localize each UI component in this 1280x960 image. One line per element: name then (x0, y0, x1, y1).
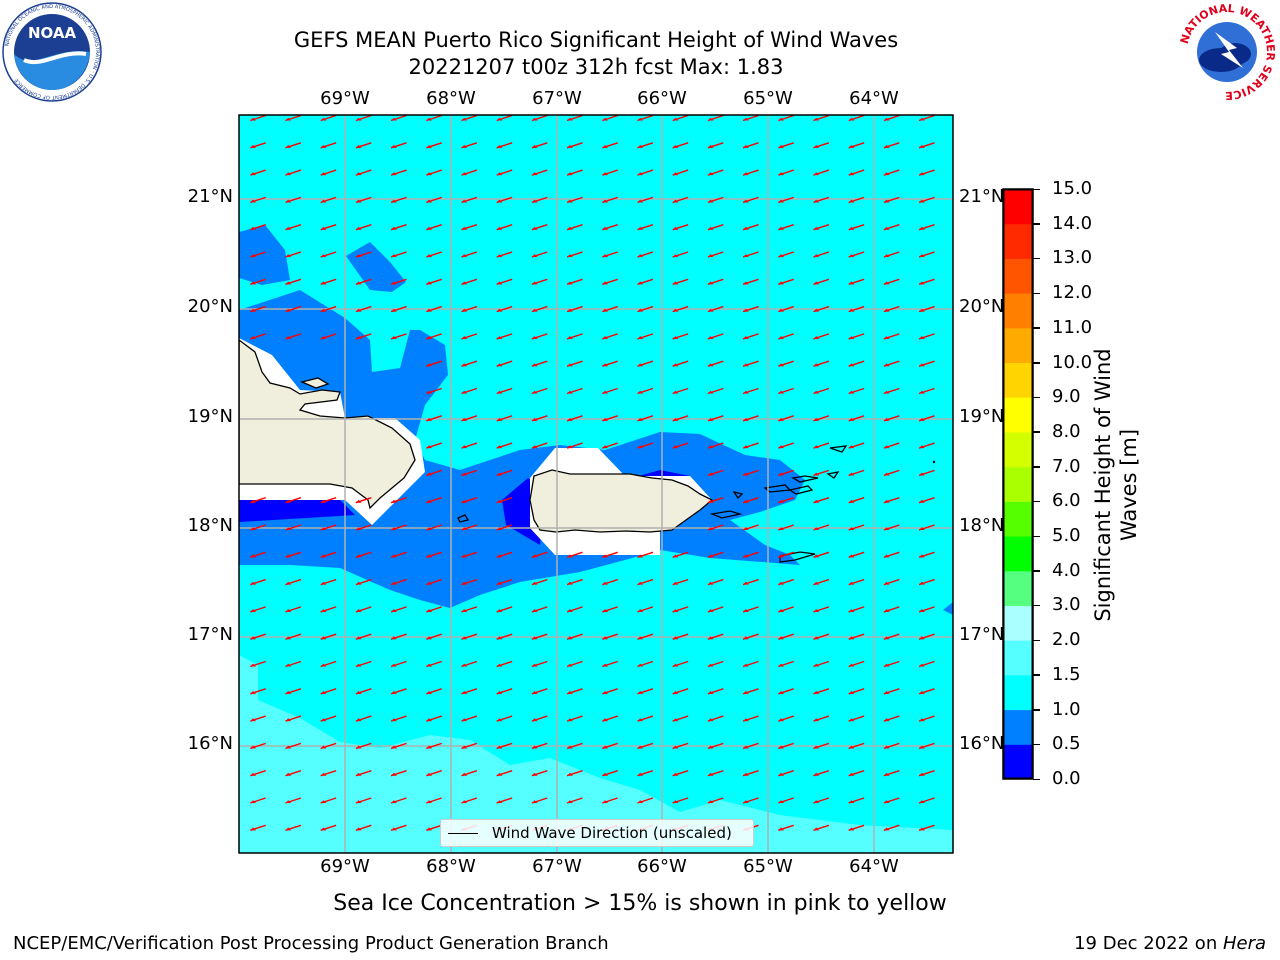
colorbar-segment (1003, 363, 1033, 398)
colorbar-tick-label: 0.5 (1052, 734, 1081, 754)
colorbar-tick-mark (1033, 293, 1040, 295)
colorbar-segment (1003, 710, 1033, 745)
lon-label-bottom: 69°W (320, 857, 370, 877)
colorbar-tick-mark (1033, 189, 1040, 191)
lon-label-top: 64°W (849, 89, 899, 109)
lon-label-top: 68°W (426, 89, 476, 109)
colorbar-tick-mark (1033, 223, 1040, 225)
lon-label-bottom: 67°W (532, 857, 582, 877)
lon-label-top: 67°W (532, 89, 582, 109)
colorbar-tick-mark (1033, 674, 1040, 676)
lat-label-left: 19°N (173, 407, 233, 427)
colorbar-segment (1003, 536, 1033, 571)
colorbar-tick-label: 2.0 (1052, 630, 1081, 650)
colorbar-segment (1003, 224, 1033, 259)
colorbar-tick-label: 8.0 (1052, 422, 1081, 442)
colorbar-tick-label: 3.0 (1052, 595, 1081, 615)
colorbar-tick-mark (1033, 709, 1040, 711)
lat-label-left: 16°N (173, 734, 233, 754)
colorbar-segment (1003, 675, 1033, 710)
lat-label-right: 19°N (959, 407, 1004, 427)
colorbar-tick-label: 12.0 (1052, 283, 1092, 303)
colorbar-tick-label: 7.0 (1052, 457, 1081, 477)
colorbar-segment (1003, 571, 1033, 606)
colorbar-tick-label: 1.0 (1052, 700, 1081, 720)
colorbar-segment (1003, 605, 1033, 640)
lat-label-right: 21°N (959, 187, 1004, 207)
colorbar-segment (1003, 467, 1033, 502)
sea-ice-note: Sea Ice Concentration > 15% is shown in … (0, 891, 1280, 916)
legend-label: Wind Wave Direction (unscaled) (492, 824, 732, 842)
colorbar-tick-label: 14.0 (1052, 214, 1092, 234)
colorbar-tick-mark (1033, 466, 1040, 468)
legend: Wind Wave Direction (unscaled) (440, 819, 754, 847)
lon-label-top: 65°W (743, 89, 793, 109)
colorbar-segment (1003, 432, 1033, 467)
footer-host: Hera (1223, 933, 1266, 954)
colorbar-tick-label: 6.0 (1052, 491, 1081, 511)
lat-label-left: 18°N (173, 516, 233, 536)
colorbar-tick-label: 15.0 (1052, 179, 1092, 199)
lon-label-bottom: 65°W (743, 857, 793, 877)
colorbar-tick-mark (1033, 327, 1040, 329)
colorbar-tick-mark (1033, 362, 1040, 364)
colorbar-tick-mark (1033, 640, 1040, 642)
colorbar-tick-mark (1033, 536, 1040, 538)
colorbar-tick-label: 4.0 (1052, 561, 1081, 581)
colorbar-tick-label: 10.0 (1052, 353, 1092, 373)
land-sombrero (933, 461, 935, 463)
lat-label-left: 17°N (173, 625, 233, 645)
colorbar-tick-mark (1033, 397, 1040, 399)
colorbar-tick-mark (1033, 570, 1040, 572)
colorbar-segment (1003, 189, 1033, 224)
colorbar-label: Significant Height of Wind Waves [m] (1090, 348, 1142, 621)
lon-label-top: 69°W (320, 89, 370, 109)
colorbar-tick-label: 1.5 (1052, 665, 1081, 685)
colorbar-segment (1003, 328, 1033, 363)
lat-label-right: 17°N (959, 625, 1004, 645)
colorbar-tick-label: 13.0 (1052, 248, 1092, 268)
colorbar-tick-mark (1033, 779, 1040, 781)
lon-label-top: 66°W (637, 89, 687, 109)
colorbar-tick-label: 5.0 (1052, 526, 1081, 546)
lat-label-left: 20°N (173, 297, 233, 317)
colorbar-tick-label: 11.0 (1052, 318, 1092, 338)
colorbar-segment (1003, 258, 1033, 293)
colorbar-tick-mark (1033, 501, 1040, 503)
lat-label-right: 20°N (959, 297, 1004, 317)
colorbar-segment (1003, 744, 1033, 779)
colorbar-tick-mark (1033, 744, 1040, 746)
colorbar-segment (1003, 640, 1033, 675)
colorbar-overlay (1003, 189, 1033, 779)
footer-date: 19 Dec 2022 on Hera (1074, 933, 1266, 954)
lon-label-bottom: 66°W (637, 857, 687, 877)
colorbar-tick-mark (1033, 605, 1040, 607)
colorbar-tick-mark (1033, 258, 1040, 260)
lat-label-right: 16°N (959, 734, 1004, 754)
legend-line-swatch (448, 833, 478, 834)
colorbar-tick-label: 0.0 (1052, 769, 1081, 789)
lat-label-left: 21°N (173, 187, 233, 207)
colorbar-segment (1003, 501, 1033, 536)
footer-credit: NCEP/EMC/Verification Post Processing Pr… (13, 933, 609, 954)
colorbar-tick-mark (1033, 431, 1040, 433)
lon-label-bottom: 64°W (849, 857, 899, 877)
lat-label-right: 18°N (959, 516, 1004, 536)
lon-label-bottom: 68°W (426, 857, 476, 877)
colorbar-segment (1003, 293, 1033, 328)
colorbar-tick-label: 9.0 (1052, 387, 1081, 407)
colorbar-segment (1003, 397, 1033, 432)
